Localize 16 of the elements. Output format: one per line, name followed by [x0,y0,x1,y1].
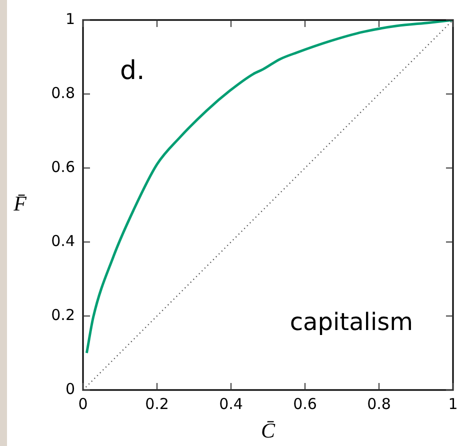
annotation: d. [120,56,145,86]
x-tick-label: 0.8 [367,394,391,413]
x-axis-title: C̄ [260,418,276,443]
x-tick-label: 0.6 [293,394,317,413]
y-tick-label: 1 [65,10,75,28]
y-tick-label: 0.8 [51,84,75,102]
x-tick-label: 0.2 [145,394,169,413]
y-tick-label: 0.2 [51,306,75,324]
x-tick-label: 0 [78,394,88,413]
y-tick-label: 0 [65,380,75,398]
y-tick-label: 0.4 [51,232,75,250]
y-axis-title: F̄ [12,192,27,216]
annotation: capitalism [290,308,413,336]
x-tick-label: 1 [448,394,458,413]
x-tick-label: 0.4 [219,394,243,413]
y-tick-label: 0.6 [51,158,75,176]
